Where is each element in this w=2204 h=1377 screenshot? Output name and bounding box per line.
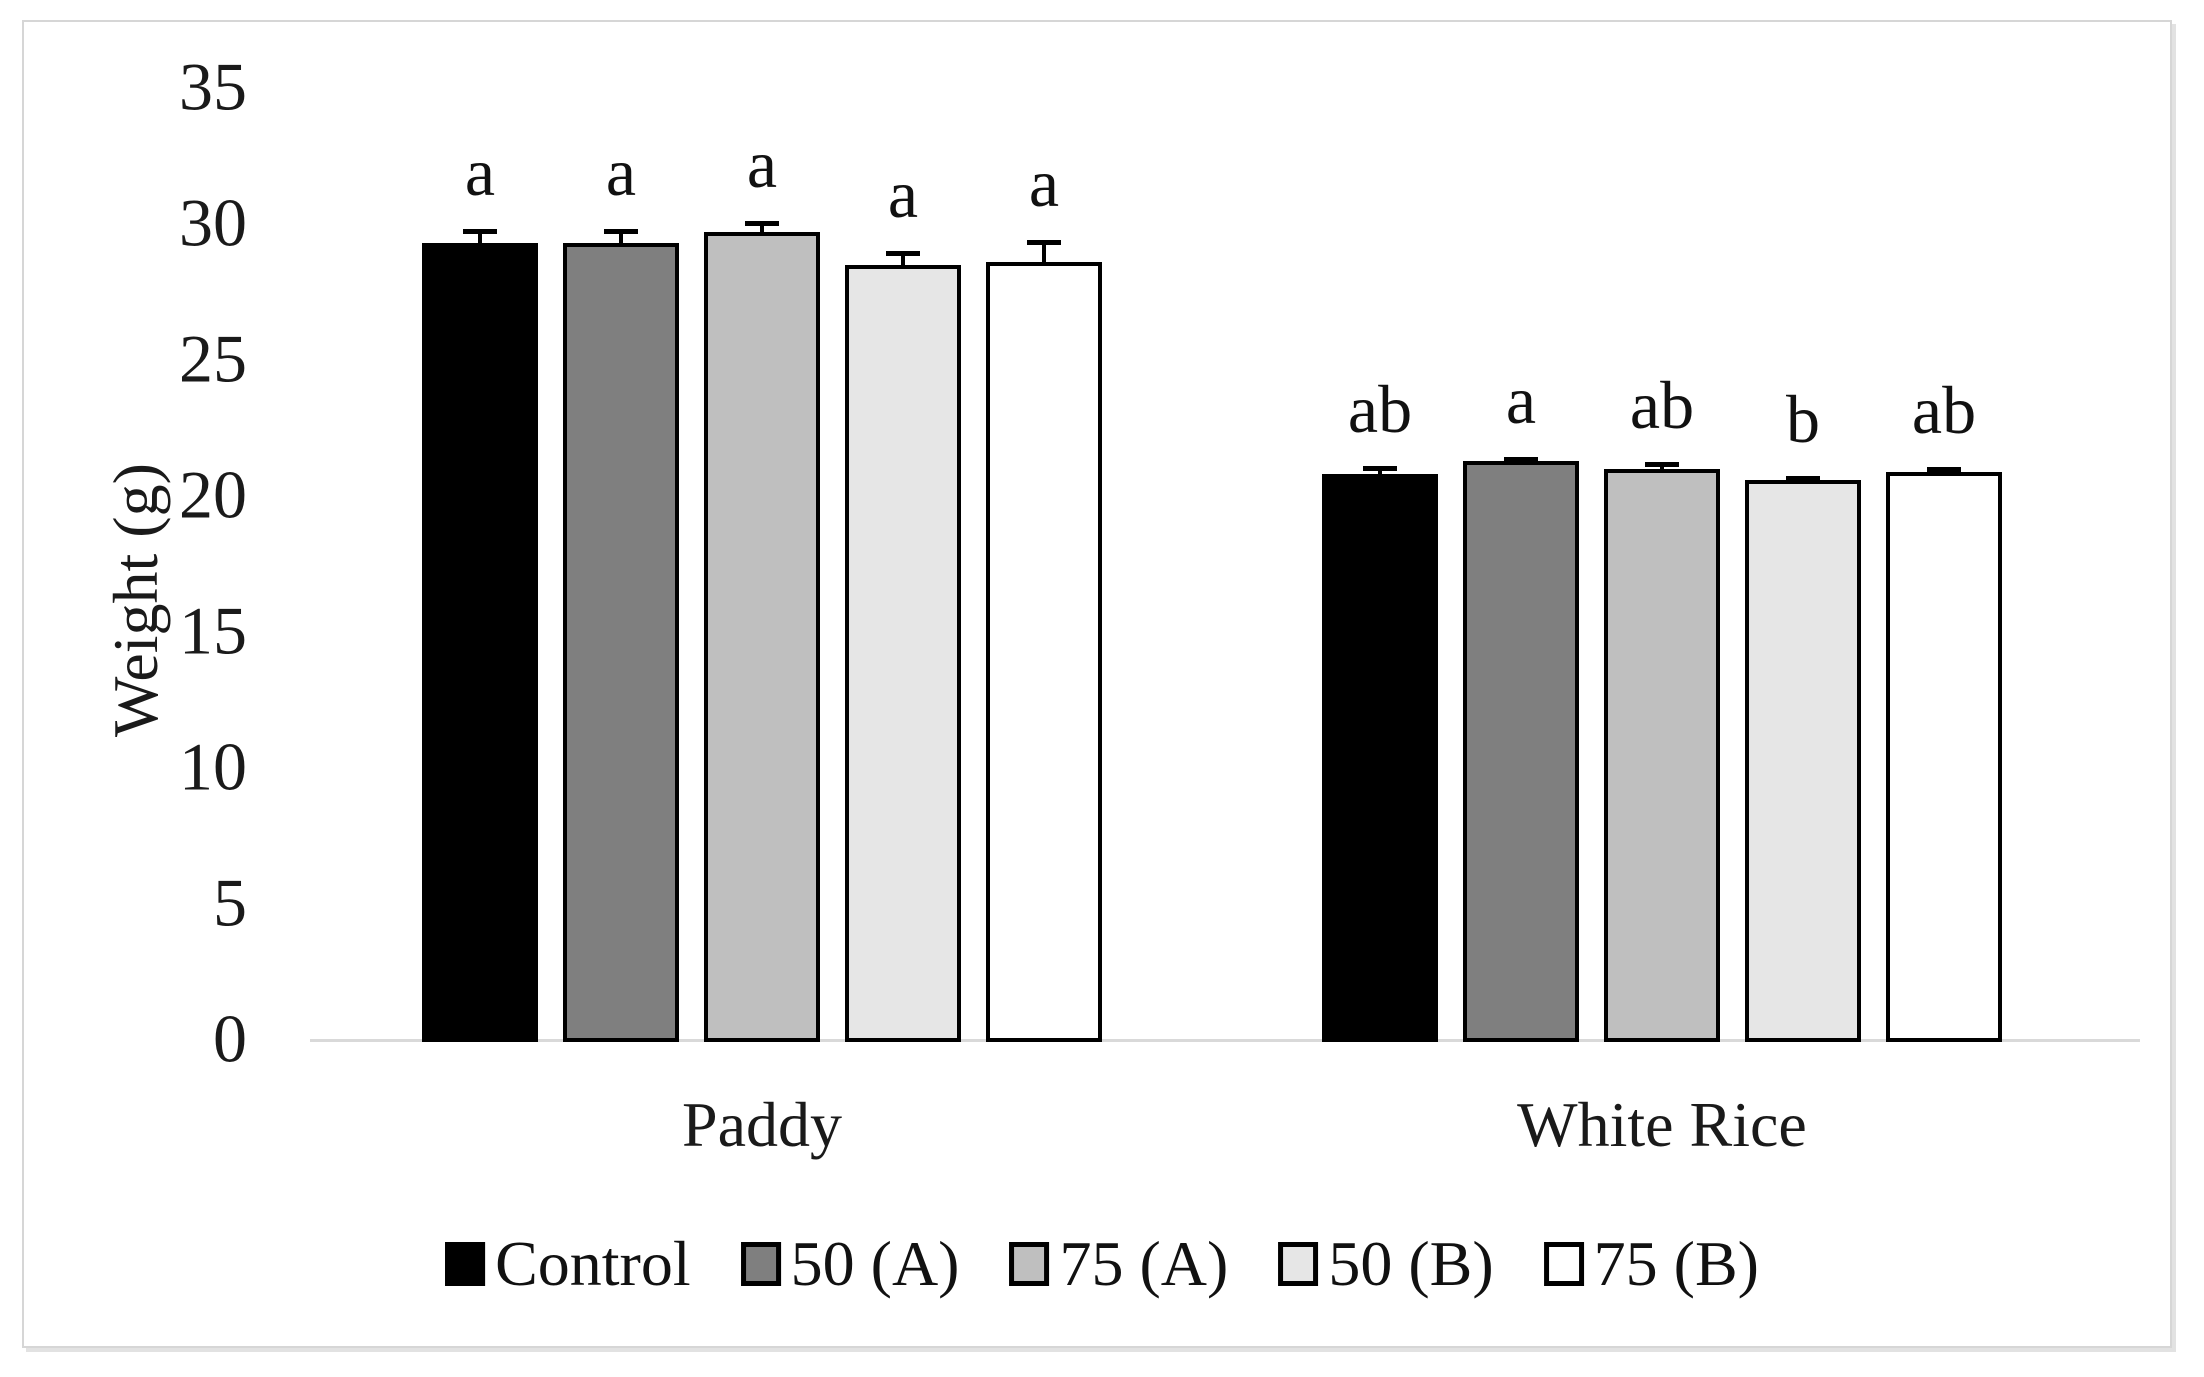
legend-swatch [1543, 1242, 1584, 1286]
significance-letter: a [887, 156, 919, 233]
y-tick-label: 15 [179, 592, 247, 669]
bar-white-rice-50-b- [1745, 479, 1861, 1042]
y-tick-label: 20 [179, 456, 247, 533]
significance-letter: a [746, 126, 778, 203]
significance-letter: a [464, 134, 496, 211]
y-tick-label: 30 [179, 184, 247, 261]
error-bar-cap [1927, 467, 1961, 473]
bar-white-rice-50-a- [1463, 460, 1579, 1042]
legend-swatch [740, 1242, 781, 1286]
legend-label: 75 (A) [1059, 1228, 1229, 1299]
error-bar-cap [1363, 466, 1397, 472]
bar-paddy-75-b- [986, 262, 1102, 1042]
error-bar-cap [1786, 475, 1820, 481]
bar-white-rice-75-b- [1886, 471, 2002, 1042]
category-label-paddy: Paddy [682, 1089, 842, 1160]
y-tick-label: 35 [179, 48, 247, 125]
bar-white-rice-control [1322, 474, 1438, 1042]
y-tick-label: 10 [179, 728, 247, 805]
legend-label: Control [495, 1228, 691, 1299]
bar-paddy-50-b- [845, 264, 961, 1042]
bar-paddy-50-a- [563, 243, 679, 1042]
significance-letter: ab [1347, 371, 1413, 448]
error-bar [478, 229, 482, 244]
legend-label: 50 (A) [790, 1228, 960, 1299]
legend-item-75-b-: 75 (B) [1543, 1228, 1759, 1299]
y-tick-label: 5 [213, 864, 247, 941]
legend: Control 50 (A) 75 (A) 50 (B) 75 (B) [445, 1232, 1759, 1296]
bar-white-rice-75-a- [1604, 468, 1720, 1042]
bar-paddy-75-a- [704, 232, 820, 1042]
legend-item-50-a-: 50 (A) [740, 1228, 960, 1299]
error-bar-cap [1504, 456, 1538, 462]
category-label-white-rice: White Rice [1517, 1089, 1807, 1160]
error-bar [760, 221, 764, 233]
bar-paddy-control [422, 243, 538, 1042]
significance-letter: ab [1911, 372, 1977, 449]
error-bar-cap [463, 229, 497, 235]
significance-letter: ab [1629, 367, 1695, 443]
error-bar [901, 251, 905, 265]
error-bar-cap [1645, 462, 1679, 467]
x-axis-line [310, 1039, 2140, 1042]
error-bar-cap [745, 221, 779, 227]
significance-letter: b [1786, 380, 1820, 457]
y-tick-label: 0 [213, 1000, 247, 1077]
legend-item-75-a-: 75 (A) [1009, 1232, 1228, 1296]
legend-label: 75 (B) [1593, 1228, 1759, 1299]
legend-item-50-b-: 50 (B) [1278, 1228, 1494, 1299]
significance-letter: a [1028, 145, 1060, 222]
legend-swatch [1009, 1242, 1050, 1286]
y-tick-label: 25 [179, 320, 247, 397]
error-bar [619, 229, 623, 244]
error-bar-cap [1027, 240, 1061, 246]
legend-label: 50 (B) [1328, 1228, 1494, 1299]
error-bar [1042, 240, 1046, 263]
legend-item-control: Control [445, 1232, 691, 1296]
significance-letter: a [1505, 361, 1537, 438]
significance-letter: a [605, 134, 637, 211]
legend-swatch [1278, 1242, 1319, 1286]
error-bar-cap [886, 251, 920, 257]
error-bar-cap [604, 229, 638, 235]
legend-swatch [445, 1242, 486, 1286]
